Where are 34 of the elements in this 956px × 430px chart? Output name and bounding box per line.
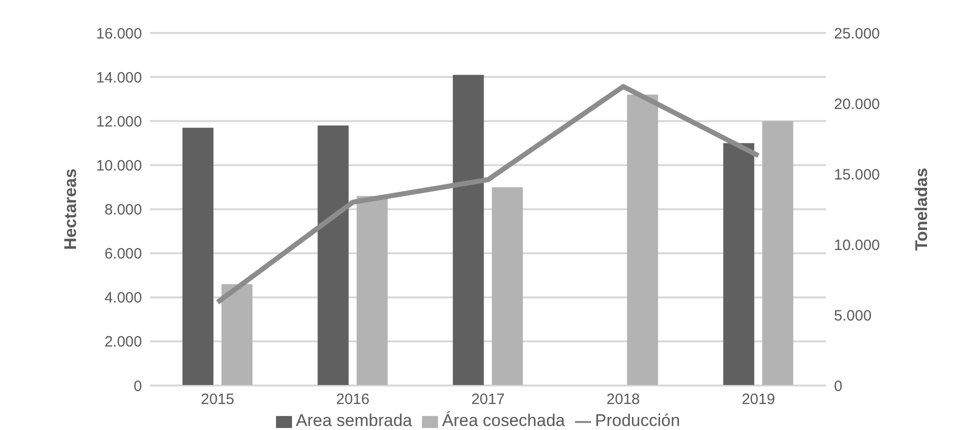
y2-tick-label: 15.000: [834, 166, 880, 184]
y-tick-label: 4.000: [104, 290, 142, 307]
bar: [492, 187, 523, 386]
y2-axis-title: Toneladas: [912, 168, 932, 251]
bar: [318, 126, 349, 386]
y-tick-label: 14.000: [96, 69, 142, 86]
y2-tick-label: 5.000: [834, 307, 872, 324]
bar: [356, 196, 388, 386]
y-tick-label: 0: [134, 378, 142, 395]
y-axis-title: Hectareas: [61, 168, 80, 250]
y-tick-label: 12.000: [96, 113, 142, 130]
bar: [627, 94, 658, 386]
x-tick-label: 2018: [606, 391, 640, 408]
y-tick-label: 2.000: [104, 334, 142, 351]
y2-tick-label: 20.000: [834, 96, 880, 113]
y2-tick-label: 0: [834, 378, 842, 395]
legend-label: Area sembrada: [296, 411, 412, 430]
bar: [452, 74, 484, 386]
y2-tick-label: 10.000: [834, 236, 880, 254]
x-tick-label: 2017: [471, 391, 505, 408]
legend-label: Área cosechada: [442, 411, 566, 430]
x-tick-label: 2016: [336, 391, 370, 408]
y-tick-label: 10.000: [96, 158, 142, 175]
x-tick-label: 2015: [200, 391, 234, 408]
bar: [221, 284, 252, 386]
y2-tick-label: 25.000: [834, 25, 880, 42]
bar: [762, 121, 794, 386]
y-tick-label: 6.000: [104, 246, 142, 263]
y-tick-label: 16.000: [96, 25, 142, 42]
bar: [182, 128, 214, 386]
legend-label: Producción: [595, 411, 680, 430]
y-tick-label: 8.000: [104, 202, 142, 219]
bar: [723, 143, 754, 386]
x-tick-label: 2019: [742, 391, 776, 408]
